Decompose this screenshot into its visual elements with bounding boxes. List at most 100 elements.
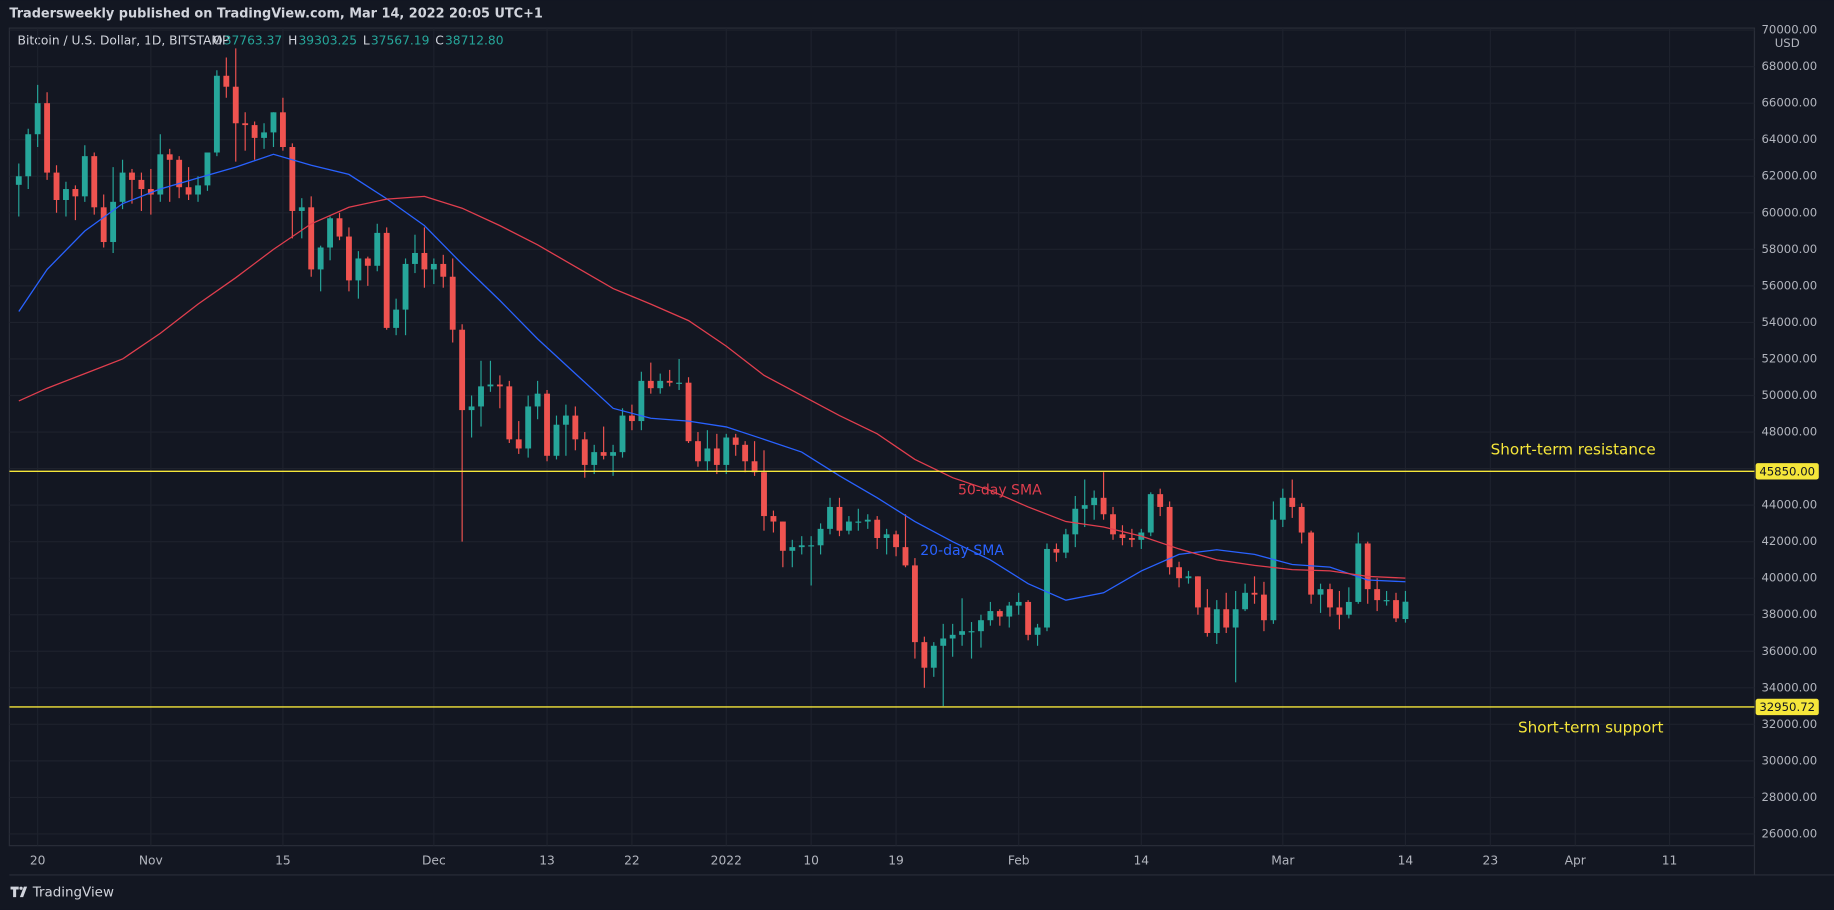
candle-body xyxy=(251,125,258,138)
candle-body xyxy=(430,263,437,270)
y-tick-label: 68000.00 xyxy=(1761,59,1817,73)
candle-body xyxy=(562,415,569,425)
ohlc-key: O xyxy=(213,33,223,47)
candle-body xyxy=(289,147,296,211)
candle-body xyxy=(685,382,692,442)
candle-body xyxy=(459,329,466,411)
header: Tradersweekly published on TradingView.c… xyxy=(9,7,543,22)
candle-body xyxy=(1364,543,1371,590)
sma-label: 20-day SMA xyxy=(920,543,1004,559)
y-tick-label: 56000.00 xyxy=(1761,278,1817,292)
candle-body xyxy=(647,380,654,389)
candle-body xyxy=(544,393,550,456)
candle-body xyxy=(883,534,890,538)
sma-line xyxy=(18,153,1406,601)
x-tick-label: Feb xyxy=(1008,853,1030,867)
y-tick-label: 28000.00 xyxy=(1761,790,1817,804)
candle-body xyxy=(213,75,220,153)
marks xyxy=(9,48,1755,708)
candle-body xyxy=(959,631,966,635)
candle-body xyxy=(808,545,815,547)
candle-body xyxy=(996,611,1003,617)
y-tick-label: 54000.00 xyxy=(1761,315,1817,329)
candle-body xyxy=(789,547,796,551)
candle-body xyxy=(761,472,767,517)
candle-body xyxy=(506,386,513,440)
candle-body xyxy=(1327,589,1333,608)
candle-body xyxy=(704,448,711,462)
y-tick-label: 70000.00 xyxy=(1761,23,1817,37)
x-tick-label: Nov xyxy=(139,853,163,867)
y-tick-label: 38000.00 xyxy=(1761,607,1817,621)
candle-body xyxy=(1261,594,1267,621)
sma-label: 50-day SMA xyxy=(958,482,1042,498)
y-tick-label: 32000.00 xyxy=(1761,717,1817,731)
candle-body xyxy=(968,631,975,633)
candle-body xyxy=(779,521,786,551)
candle-body xyxy=(402,263,409,310)
candle-body xyxy=(1393,600,1399,619)
candle-body xyxy=(129,172,135,180)
candle-body xyxy=(468,406,475,411)
candle-body xyxy=(478,386,484,407)
candle-body xyxy=(1289,497,1296,507)
candle-body xyxy=(591,452,598,465)
candle-body xyxy=(110,201,117,243)
candle-body xyxy=(176,159,183,188)
level-name: Short-term resistance xyxy=(1491,441,1656,459)
candle-body xyxy=(1100,497,1107,515)
candle-body xyxy=(1053,548,1060,553)
x-tick-label: 23 xyxy=(1483,853,1499,867)
x-tick-label: 20 xyxy=(30,853,46,867)
candle-body xyxy=(185,187,192,195)
candle-body xyxy=(1091,497,1098,506)
price-axis: 26000.00 28000.00 30000.00 32000.00 34000.00… xyxy=(1761,23,1817,841)
candle-body xyxy=(1025,601,1032,635)
candle-body xyxy=(72,189,79,197)
candle-body xyxy=(270,112,277,133)
candle-body xyxy=(1336,607,1343,615)
candle-body xyxy=(119,172,126,202)
x-tick-label: 13 xyxy=(539,853,555,867)
ohlc-legend: O 37763.37 H 39303.25 L 37567.19 C 38712.80 xyxy=(213,33,504,47)
y-tick-label: 26000.00 xyxy=(1761,826,1817,840)
x-tick-label: 10 xyxy=(803,853,819,867)
candle-body xyxy=(1062,534,1069,553)
x-tick-label: 14 xyxy=(1134,853,1150,867)
candle-body xyxy=(25,134,32,177)
candle-body xyxy=(1015,601,1022,606)
candle-body xyxy=(195,185,201,195)
candle-body xyxy=(893,534,899,548)
y-tick-label: 58000.00 xyxy=(1761,242,1817,256)
x-tick-label: 14 xyxy=(1398,853,1414,867)
candle-body xyxy=(1185,576,1192,579)
symbol: Bitcoin / U.S. Dollar, 1D, BITSTAMP xyxy=(18,33,230,47)
candle-body xyxy=(1166,506,1173,568)
candle-body xyxy=(157,154,164,195)
candle-body xyxy=(695,441,701,462)
candle-body xyxy=(534,393,541,407)
ohlc-value: 39303.25 xyxy=(298,33,357,47)
candle-body xyxy=(308,207,315,270)
candle-body xyxy=(1176,567,1182,579)
candle-body xyxy=(855,521,862,523)
candle-body xyxy=(138,179,145,190)
candle-body xyxy=(1213,609,1220,633)
candle-body xyxy=(836,506,843,531)
candle-body xyxy=(81,156,88,197)
y-tick-label: 50000.00 xyxy=(1761,388,1817,402)
candle-body xyxy=(1345,601,1352,615)
x-tick-label: Mar xyxy=(1271,853,1295,867)
x-tick-label: 22 xyxy=(624,853,640,867)
ohlc-key: L xyxy=(363,33,370,47)
candle-body xyxy=(845,521,852,531)
candle-body xyxy=(515,439,522,449)
y-tick-label: 62000.00 xyxy=(1761,169,1817,183)
x-tick-label: Apr xyxy=(1565,853,1587,867)
candle-body xyxy=(383,232,390,328)
candle-body xyxy=(1232,609,1239,628)
candle-body xyxy=(91,156,98,208)
candle-body xyxy=(638,380,645,422)
footer-logo xyxy=(10,886,28,898)
candle-body xyxy=(223,75,230,87)
